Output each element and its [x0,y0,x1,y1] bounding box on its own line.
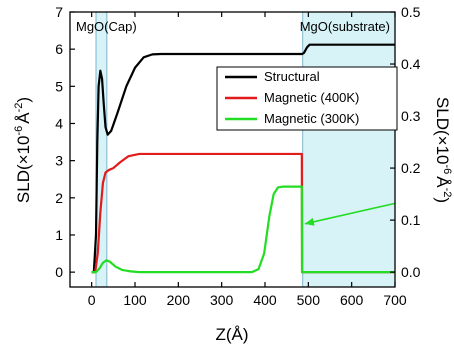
legend-label-magnetic-400k: Magnetic (400K) [264,90,359,105]
y-axis-left-title: SLD(×10-6 Å-2) [13,97,33,203]
plot-frame [69,11,396,288]
legend-label-structural: Structural [264,69,320,84]
y-left-tick-label: 2 [55,190,63,206]
y-left-title-exp: -6 [13,126,25,136]
y-left-title-unit: Å [14,112,33,124]
y-left-title-close: ) [14,97,33,103]
region-label-substrate: MgO(substrate) [300,19,390,34]
series-layer [91,43,395,274]
x-tick-label: 500 [297,292,321,308]
x-tick-label: 100 [123,292,147,308]
y-left-tick-label: 5 [55,78,63,94]
y-right-tick-label: 0.1 [401,212,421,228]
x-axis-title-close: ) [243,325,249,344]
x-tick-label: 0 [88,292,96,308]
y-right-tick-label: 0.2 [401,160,421,176]
x-tick-label: 200 [167,292,191,308]
y-left-tick-label: 0 [55,264,63,280]
axes: 0 100 200 300 400 500 600 700 0 1 2 3 4 5 6 7 0.0 0.1 0.2 0… [55,4,420,308]
region-substrate [302,11,396,288]
y-left-tick-label: 1 [55,227,63,243]
y-right-tick-label: 0.5 [401,4,421,20]
series-line-structural [91,43,395,274]
series-line-magnetic-300k [91,185,395,274]
legend-label-magnetic-300k: Magnetic (300K) [264,111,359,126]
y-right-tick-label: 0.3 [401,108,421,124]
y-right-title-exp: -6 [441,165,453,175]
y-left-title-main: SLD(×10 [14,136,33,204]
region-label-cap: MgO(Cap) [76,19,137,34]
x-axis-title-main: Z( [215,325,231,344]
y-left-tick-label: 4 [55,115,63,131]
x-tick-label: 300 [210,292,234,308]
legend: Structural Magnetic (400K) Magnetic (300… [216,66,398,131]
arrow-head [304,217,315,226]
series-line-magnetic-400k [91,152,395,274]
y-left-tick-label: 3 [55,153,63,169]
annotation-arrow [304,202,396,226]
x-tick-label: 700 [383,292,407,308]
y-left-tick-label: 6 [55,41,63,57]
x-tick-label: 400 [253,292,277,308]
y-right-title-main: SLD(×10 [433,97,452,165]
y-right-title-close: ) [433,197,452,203]
y-right-title-unit: Å [433,176,452,188]
y-right-tick-label: 0.0 [401,264,421,280]
y-left-tick-label: 7 [55,4,63,20]
y-left-title-exp2: -2 [13,103,25,113]
y-axis-right-title: SLD(×10-6Å-2) [433,97,453,203]
x-axis-title: Z(Å) [215,325,248,344]
x-axis-title-unit: Å [232,325,244,344]
y-right-title-exp2: -2 [441,188,453,198]
arrow-shaft [304,202,396,225]
y-right-tick-label: 0.4 [401,56,421,72]
x-tick-label: 600 [340,292,364,308]
